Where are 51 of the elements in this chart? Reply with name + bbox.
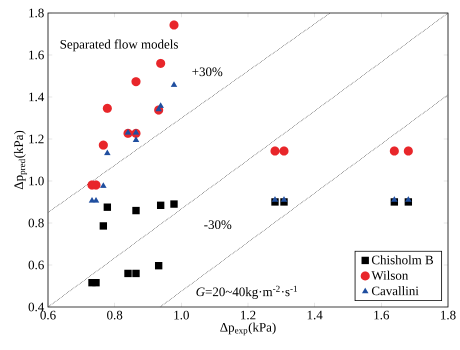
legend-label: Cavallini: [372, 286, 419, 296]
annotation: +30%: [192, 67, 222, 76]
point: [132, 206, 140, 214]
annotation: G=20~40kg·m$^{-2}$·s$^{-1}$: [196, 286, 298, 299]
point: [171, 82, 177, 87]
y-tick-label: 1.8: [29, 8, 44, 18]
point: [270, 146, 280, 156]
point: [156, 58, 166, 68]
point: [133, 136, 139, 142]
point: [98, 140, 108, 150]
point: [104, 204, 112, 211]
point: [281, 196, 287, 202]
point: [279, 146, 289, 156]
point: [391, 196, 398, 202]
y-tick-label: 0.8: [28, 218, 44, 228]
y-axis-title: Δp$_{pred}$(kPa): [14, 130, 28, 190]
point: [102, 104, 112, 113]
point: [131, 77, 141, 86]
legend-label: Chisholm B: [372, 255, 434, 264]
point: [169, 20, 179, 30]
y-tick-label: 1.0: [29, 176, 44, 186]
point: [404, 146, 413, 156]
point: [93, 197, 99, 203]
point: [170, 200, 178, 208]
y-tick-label: 0.6: [28, 260, 44, 270]
annotation: Separated flow models: [60, 39, 178, 52]
y-tick-label: 1.4: [29, 92, 44, 102]
y-tick-label: 0.4: [28, 302, 44, 312]
point: [156, 202, 164, 210]
point: [104, 150, 110, 156]
point: [132, 270, 140, 278]
x-tick-label: 1.6: [374, 310, 390, 320]
x-tick-label: 0.8: [107, 310, 122, 320]
y-tick-label: 1.2: [29, 134, 44, 144]
legend-label: Wilson: [371, 270, 408, 280]
annotation: -30%: [204, 220, 232, 230]
point: [92, 278, 100, 286]
point: [272, 196, 278, 202]
x-tick-label: 1.0: [174, 310, 189, 320]
point: [154, 262, 162, 270]
point: [390, 146, 399, 156]
point: [124, 270, 132, 278]
y-tick-label: 1.6: [29, 50, 44, 60]
x-tick-label: 1.4: [308, 310, 323, 320]
point: [405, 196, 412, 202]
x-tick-label: 1.2: [241, 310, 256, 320]
point: [100, 182, 106, 188]
x-tick-label: 1.8: [441, 310, 456, 320]
point: [100, 222, 108, 230]
x-axis-title: Δp$_{exp}$(kPa): [220, 322, 276, 336]
x-tick-label: 0.6: [40, 310, 56, 320]
